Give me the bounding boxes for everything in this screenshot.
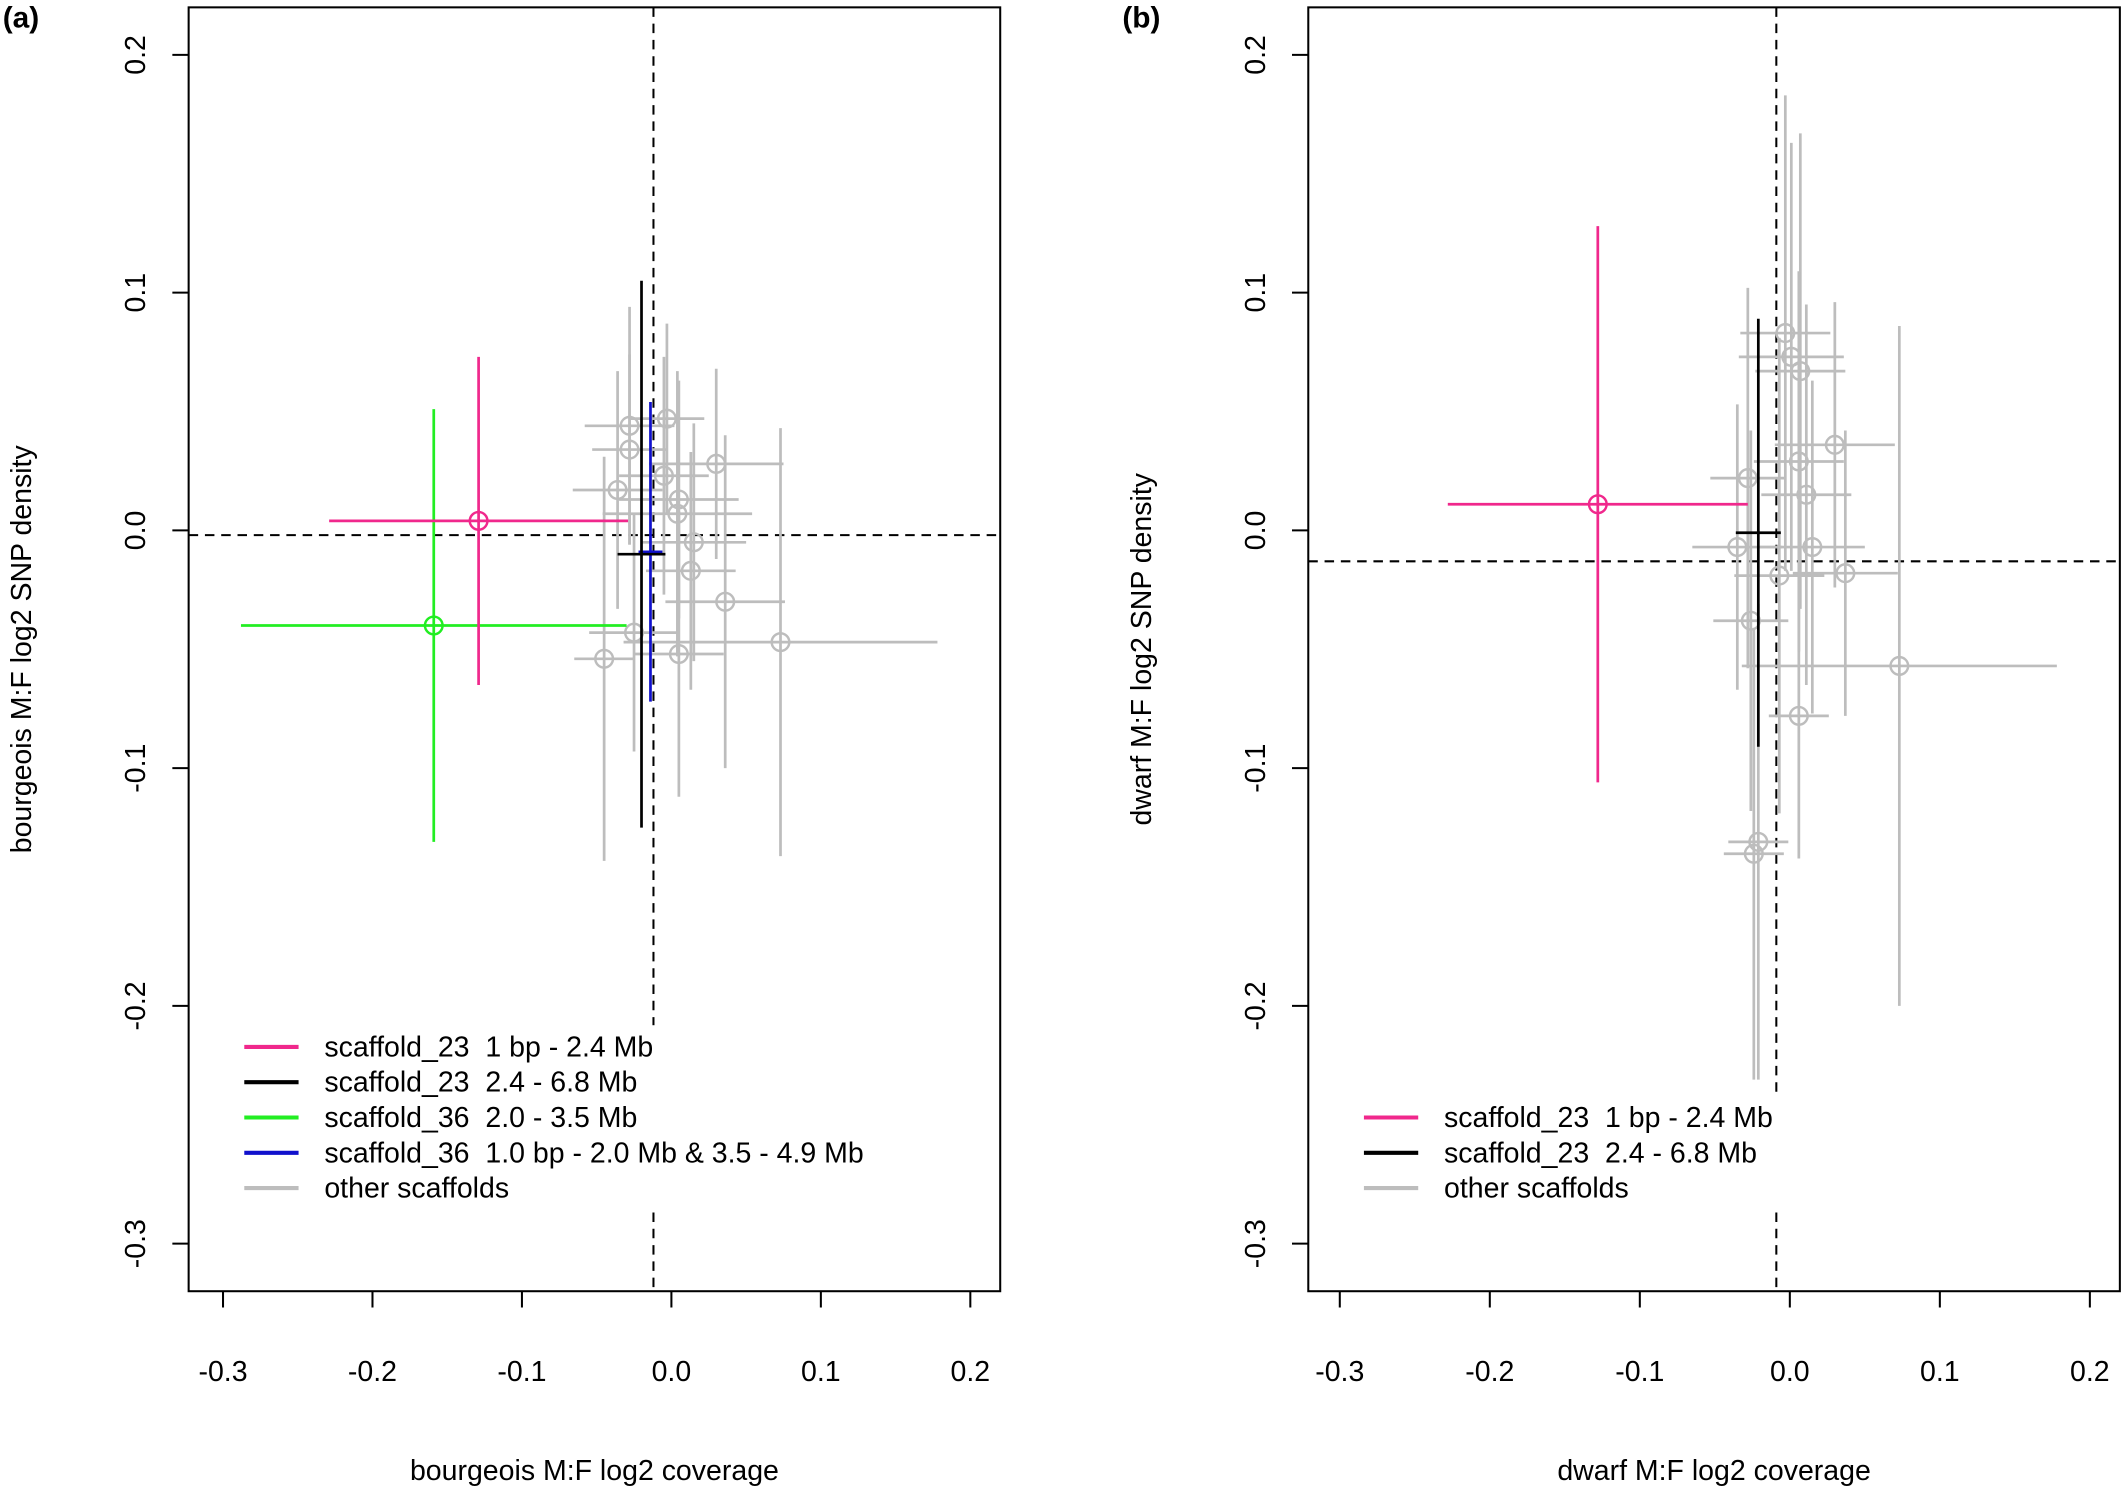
point bbox=[1802, 537, 1823, 558]
legend-label: scaffold_36 2.0 - 3.5 Mb bbox=[324, 1102, 637, 1134]
point bbox=[468, 510, 489, 531]
point bbox=[680, 560, 701, 581]
y-tick-label: 0.2 bbox=[120, 35, 152, 75]
y-tick-label: 0.1 bbox=[1240, 273, 1272, 313]
legend-label: other scaffolds bbox=[324, 1173, 509, 1205]
y-axis-label: dwarf M:F log2 SNP density bbox=[1126, 472, 1158, 825]
x-axis-label: dwarf M:F log2 coverage bbox=[1557, 1455, 1870, 1487]
point bbox=[1737, 468, 1758, 489]
legend-background bbox=[222, 1025, 929, 1210]
point bbox=[1587, 494, 1608, 515]
x-tick-label: -0.3 bbox=[198, 1356, 247, 1388]
x-tick-label: -0.1 bbox=[1615, 1356, 1664, 1388]
panel: (b) -0.3 -0.2 -0.1 0.0 0.1 0.2 -0.3 -0.2 -0.1 0.0 0… bbox=[1122, 2, 2121, 1487]
point bbox=[1769, 565, 1790, 586]
point bbox=[1788, 705, 1809, 726]
x-tick-label: -0.2 bbox=[348, 1356, 397, 1388]
plot-frame bbox=[187, 6, 1002, 1293]
point bbox=[715, 591, 736, 612]
panel-label: (a) bbox=[3, 2, 39, 35]
point bbox=[668, 643, 689, 665]
point bbox=[1824, 434, 1845, 455]
point bbox=[423, 615, 444, 636]
y-tick-label: -0.3 bbox=[1240, 1219, 1272, 1268]
point bbox=[770, 632, 791, 653]
legend-label: scaffold_23 1 bp - 2.4 Mb bbox=[1444, 1102, 1773, 1134]
point bbox=[653, 465, 674, 486]
point bbox=[1748, 831, 1769, 852]
y-tick-label: -0.2 bbox=[120, 981, 152, 1030]
point bbox=[667, 503, 688, 524]
panel-label: (b) bbox=[1122, 2, 1160, 35]
x-axis-label: bourgeois M:F log2 coverage bbox=[410, 1455, 779, 1487]
x-tick-label: 0.1 bbox=[1920, 1356, 1960, 1388]
point bbox=[1743, 843, 1764, 864]
x-tick-label: -0.3 bbox=[1315, 1356, 1364, 1388]
point bbox=[607, 479, 628, 501]
x-tick-label: 0.0 bbox=[1770, 1356, 1810, 1388]
x-tick-label: 0.2 bbox=[951, 1356, 991, 1388]
point bbox=[594, 648, 615, 669]
y-tick-label: 0.1 bbox=[120, 273, 152, 313]
point bbox=[683, 532, 704, 553]
point bbox=[1796, 484, 1817, 505]
legend-label: scaffold_36 1.0 bp - 2.0 Mb & 3.5 - 4.9 … bbox=[324, 1137, 863, 1169]
legend-label: scaffold_23 2.4 - 6.8 Mb bbox=[324, 1067, 637, 1099]
point bbox=[656, 408, 677, 429]
point bbox=[1775, 323, 1796, 344]
x-tick-label: 0.0 bbox=[652, 1356, 692, 1388]
y-axis-label: bourgeois M:F log2 SNP density bbox=[6, 445, 38, 854]
y-tick-label: -0.1 bbox=[120, 744, 152, 793]
point bbox=[1889, 655, 1910, 676]
x-tick-label: -0.1 bbox=[497, 1356, 546, 1388]
panel: (a) -0.3 -0.2 -0.1 0.0 0.1 0.2 -0.3 -0.2 -0.1 0.0 0… bbox=[3, 2, 1002, 1487]
x-tick-label: 0.1 bbox=[801, 1356, 841, 1388]
y-tick-label: -0.1 bbox=[1240, 744, 1272, 793]
legend-label: other scaffolds bbox=[1444, 1173, 1629, 1205]
x-tick-label: 0.2 bbox=[2070, 1356, 2110, 1388]
legend-label: scaffold_23 2.4 - 6.8 Mb bbox=[1444, 1137, 1757, 1169]
point bbox=[1835, 563, 1856, 584]
legend-label: scaffold_23 1 bp - 2.4 Mb bbox=[324, 1031, 653, 1063]
y-tick-label: -0.2 bbox=[1240, 981, 1272, 1030]
y-tick-label: 0.2 bbox=[1240, 35, 1272, 75]
point bbox=[619, 439, 640, 460]
plot-frame bbox=[1307, 6, 2121, 1293]
point bbox=[1727, 537, 1748, 558]
point bbox=[668, 489, 689, 510]
y-tick-label: 0.0 bbox=[120, 511, 152, 551]
y-tick-label: -0.3 bbox=[120, 1219, 152, 1268]
x-tick-label: -0.2 bbox=[1465, 1356, 1514, 1388]
legend-background bbox=[1342, 1095, 2048, 1210]
y-tick-label: 0.0 bbox=[1240, 511, 1272, 551]
